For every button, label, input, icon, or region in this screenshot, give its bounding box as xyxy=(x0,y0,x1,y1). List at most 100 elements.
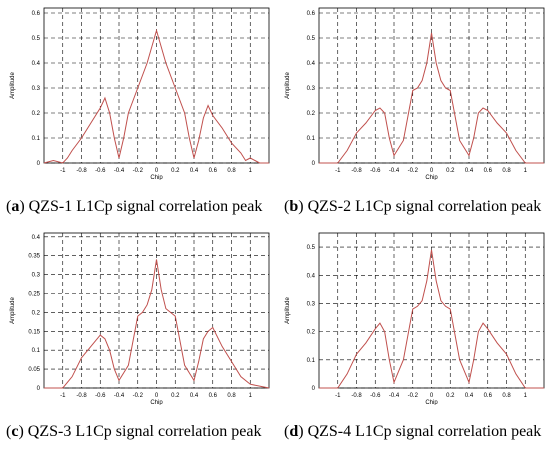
y-tick-label: 0.25 xyxy=(28,291,40,297)
y-tick-label: 0.6 xyxy=(307,11,316,17)
axes-box xyxy=(318,7,545,164)
chart-d: -1 -0.8 -0.6 -0.4 -0.2 0 0.2 0.4 0.6 0.8 1 0 0.1 0.2 0… xyxy=(285,232,545,405)
x-tick-label: 0.6 xyxy=(209,168,218,174)
x-tick-label: -0.8 xyxy=(351,168,362,174)
x-tick-label: 1 xyxy=(249,168,253,174)
x-tick-label: -0.8 xyxy=(76,168,87,174)
x-tick-label: 0.8 xyxy=(502,393,511,399)
y-tick-label: 0.5 xyxy=(307,245,316,251)
y-tick-label: 0 xyxy=(37,386,41,392)
x-tick-label: -0.6 xyxy=(370,393,381,399)
x-tick-label: -0.8 xyxy=(76,393,87,399)
x-tick-label: -0.6 xyxy=(95,393,106,399)
caption-a-letter: a xyxy=(11,198,20,215)
y-tick-label: 0.3 xyxy=(307,86,316,92)
y-tick-label: 0 xyxy=(312,386,316,392)
y-tick-label: 0.1 xyxy=(32,136,41,142)
y-tick-label: 0.1 xyxy=(307,136,316,142)
x-tick-label: 1 xyxy=(524,168,528,174)
x-tick-label: -0.4 xyxy=(389,393,400,399)
x-tick-label: 0.8 xyxy=(502,168,511,174)
correlation-line xyxy=(319,249,544,389)
y-tick-label: 0.2 xyxy=(32,310,41,316)
caption-d-text: QZS-4 L1Cp signal correlation peak xyxy=(307,423,542,440)
x-tick-label: -0.4 xyxy=(114,393,125,399)
x-tick-label: -0.6 xyxy=(95,168,106,174)
y-tick-label: 0.1 xyxy=(32,348,41,354)
x-tick-label: 0.4 xyxy=(190,168,199,174)
y-tick-label: 0 xyxy=(312,161,316,167)
x-tick-label: 1 xyxy=(524,393,528,399)
caption-a: (a) QZS-1 L1Cp signal correlation peak xyxy=(6,198,263,215)
y-tick-label: 0.2 xyxy=(307,111,316,117)
y-axis-label: Amplitude xyxy=(285,72,291,99)
caption-c-letter: c xyxy=(11,423,19,440)
caption-d: (d) QZS-4 L1Cp signal correlation peak xyxy=(284,423,542,440)
caption-a-text: QZS-1 L1Cp signal correlation peak xyxy=(28,198,263,215)
x-tick-label: -0.2 xyxy=(133,168,144,174)
x-tick-label: -0.2 xyxy=(408,168,419,174)
x-tick-label: 0.6 xyxy=(209,393,218,399)
chart-c: -1 -0.8 -0.6 -0.4 -0.2 0 0.2 0.4 0.6 0.8 1 0 0.05 0.1… xyxy=(10,232,270,405)
axes-box xyxy=(43,7,270,164)
x-axis-label: Chip xyxy=(425,400,438,405)
y-tick-label: 0.3 xyxy=(32,273,41,279)
x-tick-label: 0.4 xyxy=(465,393,474,399)
x-tick-label: 0.8 xyxy=(227,393,236,399)
y-tick-label: 0.4 xyxy=(307,273,316,279)
y-axis-label: Amplitude xyxy=(285,297,291,324)
x-tick-label: -0.2 xyxy=(408,393,419,399)
x-tick-label: -0.4 xyxy=(389,168,400,174)
y-tick-label: 0.4 xyxy=(32,61,41,67)
x-tick-label: -1 xyxy=(335,393,341,399)
y-tick-label: 0.5 xyxy=(307,36,316,42)
x-axis-label: Chip xyxy=(425,175,438,180)
x-tick-label: -0.6 xyxy=(370,168,381,174)
caption-b-text: QZS-2 L1Cp signal correlation peak xyxy=(307,198,542,215)
y-tick-label: 0.4 xyxy=(307,61,316,67)
y-tick-label: 0.05 xyxy=(28,367,40,373)
x-tick-label: 0.2 xyxy=(446,393,455,399)
x-tick-label: -0.4 xyxy=(114,168,125,174)
axes-box xyxy=(318,232,545,389)
x-tick-label: 0.2 xyxy=(171,393,180,399)
y-tick-label: 0.3 xyxy=(32,86,41,92)
caption-c: (c) QZS-3 L1Cp signal correlation peak xyxy=(6,423,262,440)
correlation-line xyxy=(43,28,269,164)
x-tick-label: 0.8 xyxy=(227,168,236,174)
x-axis-label: Chip xyxy=(150,175,163,180)
chart-b: -1 -0.8 -0.6 -0.4 -0.2 0 0.2 0.4 0.6 0.8 1 0 0.1 0.2 0… xyxy=(285,7,545,180)
y-tick-label: 0.6 xyxy=(32,11,41,17)
x-tick-label: 0.6 xyxy=(484,168,493,174)
correlation-line xyxy=(319,32,544,164)
x-tick-label: 0 xyxy=(155,168,159,174)
y-tick-label: 0.3 xyxy=(307,301,316,307)
x-tick-label: -0.8 xyxy=(351,393,362,399)
x-tick-label: 0 xyxy=(430,393,434,399)
caption-d-letter: d xyxy=(289,423,299,440)
x-tick-label: 1 xyxy=(249,393,253,399)
y-tick-label: 0.2 xyxy=(307,330,316,336)
y-axis-label: Amplitude xyxy=(10,297,16,324)
caption-b-letter: b xyxy=(289,198,299,215)
y-tick-label: 0.5 xyxy=(32,36,41,42)
x-tick-label: 0 xyxy=(430,168,434,174)
x-tick-label: 0.2 xyxy=(171,168,180,174)
y-tick-label: 0.2 xyxy=(32,111,41,117)
caption-b: (b) QZS-2 L1Cp signal correlation peak xyxy=(284,198,542,215)
chart-a: -1 -0.8 -0.6 -0.4 -0.2 0 0.2 0.4 0.6 0.8 1 0 0.1 0.2 0… xyxy=(10,7,270,180)
correlation-line xyxy=(44,259,270,389)
caption-c-text: QZS-3 L1Cp signal correlation peak xyxy=(27,423,262,440)
y-axis-label: Amplitude xyxy=(10,72,16,99)
x-tick-label: 0.4 xyxy=(190,393,199,399)
x-tick-label: 0.6 xyxy=(484,393,493,399)
axes-box xyxy=(43,232,270,389)
y-tick-label: 0 xyxy=(37,161,41,167)
x-tick-label: -0.2 xyxy=(133,393,144,399)
y-tick-label: 0.1 xyxy=(307,358,316,364)
x-tick-label: 0.4 xyxy=(465,168,474,174)
x-tick-label: -1 xyxy=(60,393,66,399)
y-tick-label: 0.35 xyxy=(28,254,40,260)
x-axis-label: Chip xyxy=(150,400,163,405)
x-tick-label: -1 xyxy=(60,168,66,174)
